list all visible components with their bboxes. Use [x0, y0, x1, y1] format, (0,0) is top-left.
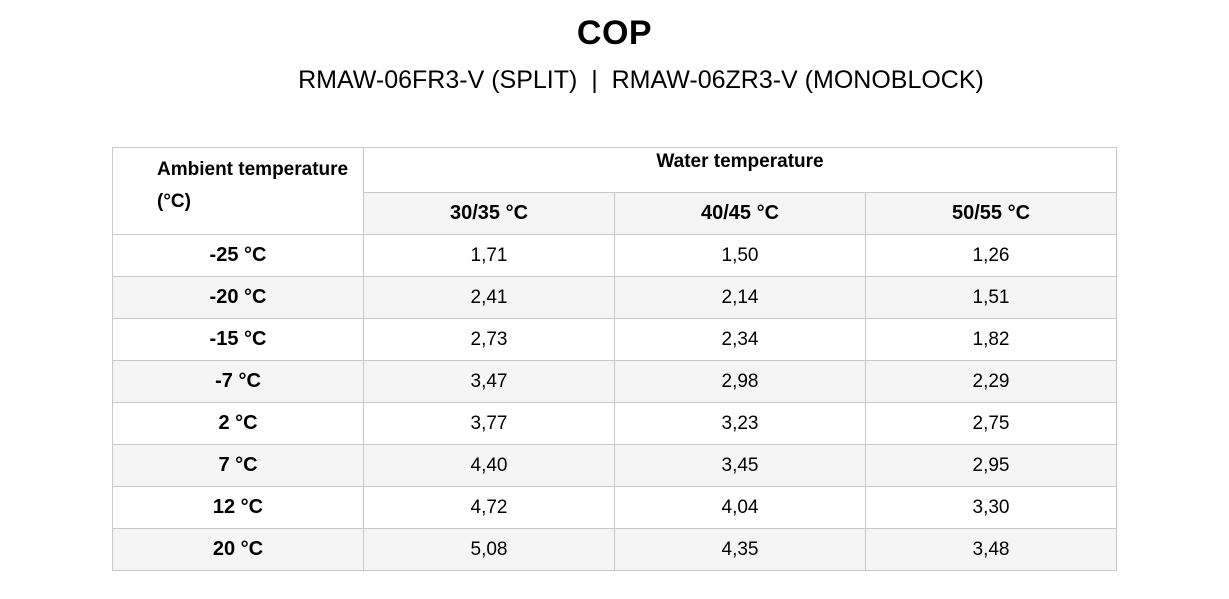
cop-value-cell: 4,35 [614, 528, 866, 571]
table-row: 12 °C 4,72 4,04 3,30 [112, 486, 1117, 529]
ambient-cell: -20 °C [112, 276, 364, 319]
table-row: 20 °C 5,08 4,35 3,48 [112, 528, 1117, 571]
table-row: 2 °C 3,77 3,23 2,75 [112, 402, 1117, 445]
cop-value-cell: 1,26 [865, 234, 1117, 277]
cop-value-cell: 1,71 [363, 234, 615, 277]
ambient-temperature-header: Ambient temperature (°C) [112, 147, 364, 235]
table-row: -15 °C 2,73 2,34 1,82 [112, 318, 1117, 361]
ambient-cell: 7 °C [112, 444, 364, 487]
ambient-cell: -15 °C [112, 318, 364, 361]
cop-value-cell: 2,29 [865, 360, 1117, 403]
column-header: 30/35 °C [363, 192, 615, 235]
cop-value-cell: 5,08 [363, 528, 615, 571]
cop-value-cell: 2,73 [363, 318, 615, 361]
table-row: -20 °C 2,41 2,14 1,51 [112, 276, 1117, 319]
cop-value-cell: 2,14 [614, 276, 866, 319]
table-row: -7 °C 3,47 2,98 2,29 [112, 360, 1117, 403]
cop-value-cell: 1,51 [865, 276, 1117, 319]
table-row: 7 °C 4,40 3,45 2,95 [112, 444, 1117, 487]
cop-value-cell: 2,75 [865, 402, 1117, 445]
cop-table: Ambient temperature (°C) Water temperatu… [112, 147, 1117, 571]
cop-value-cell: 2,34 [614, 318, 866, 361]
cop-value-cell: 1,50 [614, 234, 866, 277]
ambient-cell: -7 °C [112, 360, 364, 403]
ambient-cell: -25 °C [112, 234, 364, 277]
ambient-cell: 20 °C [112, 528, 364, 571]
ambient-cell: 2 °C [112, 402, 364, 445]
cop-value-cell: 3,30 [865, 486, 1117, 529]
cop-value-cell: 3,77 [363, 402, 615, 445]
water-temperature-header: Water temperature [363, 147, 1117, 193]
cop-value-cell: 3,47 [363, 360, 615, 403]
model-subtitle: RMAW-06FR3-V (SPLIT) | RMAW-06ZR3-V (MON… [298, 66, 984, 94]
page-title: COP [576, 14, 653, 52]
cop-value-cell: 3,48 [865, 528, 1117, 571]
cop-value-cell: 4,40 [363, 444, 615, 487]
cop-value-cell: 4,72 [363, 486, 615, 529]
cop-value-cell: 2,41 [363, 276, 615, 319]
ambient-cell: 12 °C [112, 486, 364, 529]
column-header: 50/55 °C [865, 192, 1117, 235]
cop-value-cell: 2,98 [614, 360, 866, 403]
cop-value-cell: 4,04 [614, 486, 866, 529]
table-row: -25 °C 1,71 1,50 1,26 [112, 234, 1117, 277]
cop-value-cell: 2,95 [865, 444, 1117, 487]
cop-value-cell: 3,45 [614, 444, 866, 487]
column-header: 40/45 °C [614, 192, 866, 235]
cop-value-cell: 1,82 [865, 318, 1117, 361]
cop-value-cell: 3,23 [614, 402, 866, 445]
